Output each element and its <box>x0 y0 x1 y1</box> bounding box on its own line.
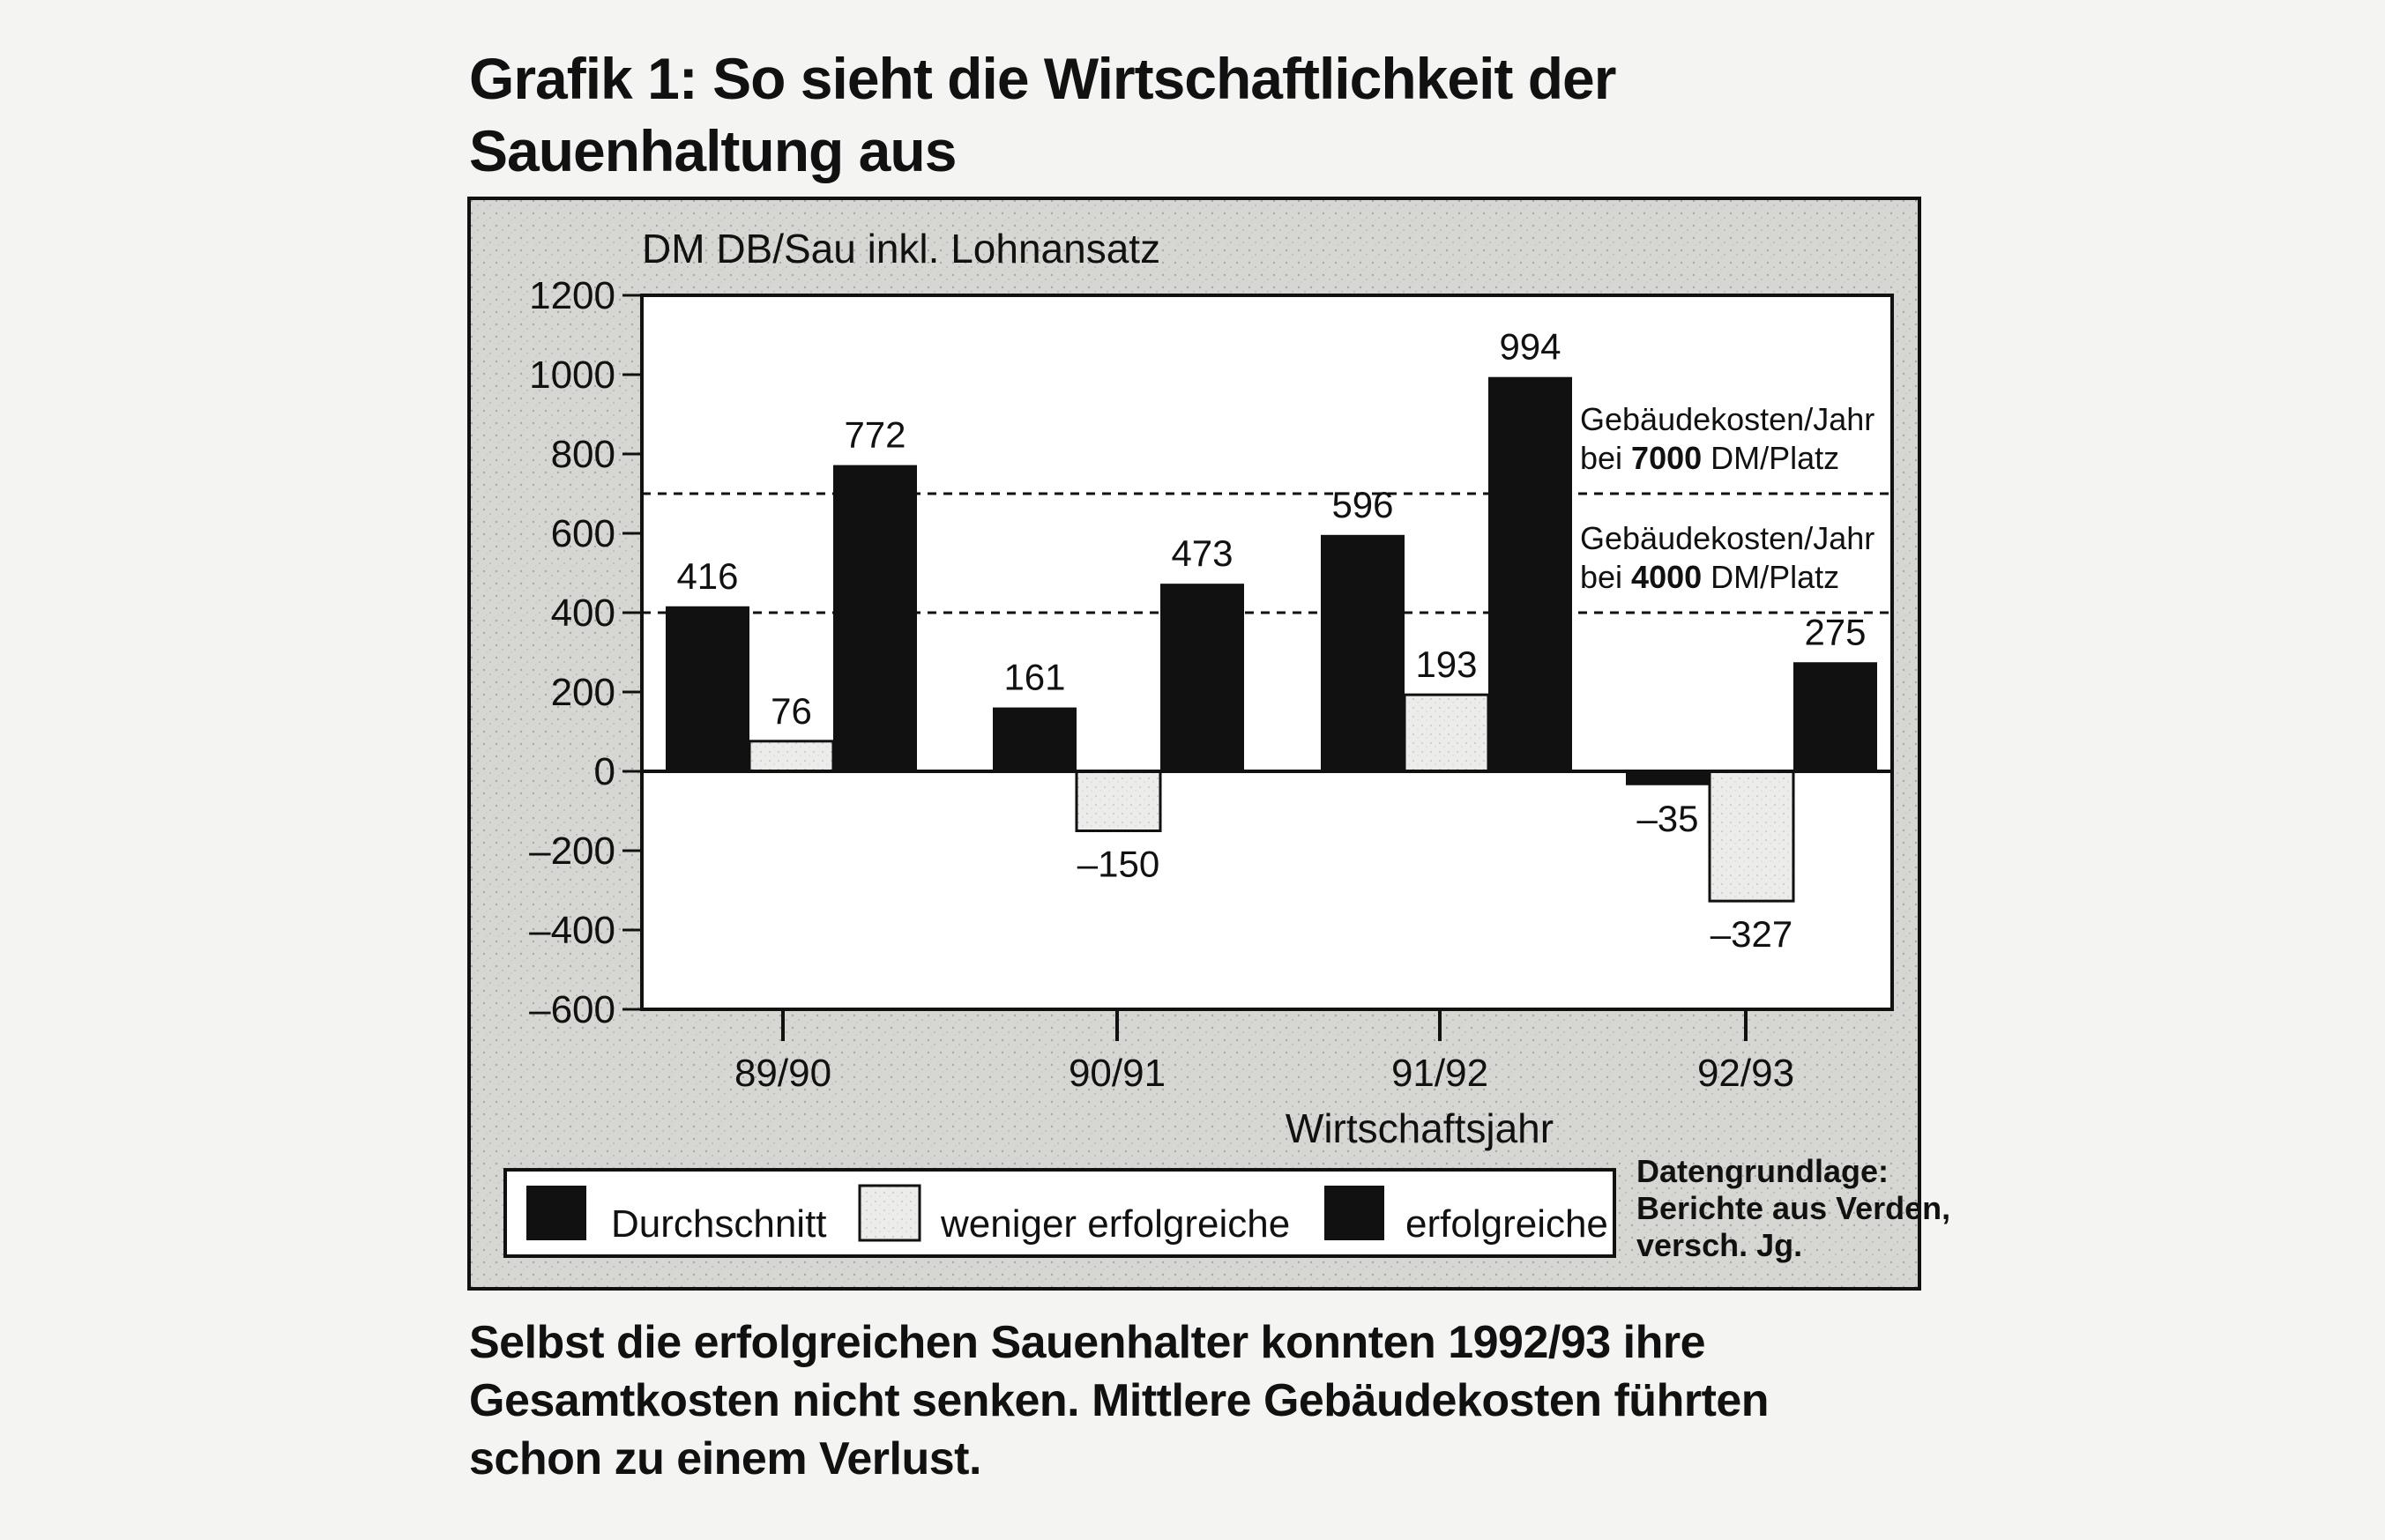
y-tick-label: –200 <box>529 830 615 873</box>
bar-weniger-erfolgreiche-90-91 <box>1075 770 1162 832</box>
bar-value-label: 416 <box>676 555 738 597</box>
bar-weniger-erfolgreiche-89-90 <box>748 740 835 773</box>
y-tick-label: 400 <box>551 591 615 635</box>
legend-swatch <box>1324 1186 1384 1240</box>
bar-durchschnitt-91-92 <box>1321 534 1405 771</box>
y-tick-label: 0 <box>594 750 615 793</box>
bar-erfolgreiche-89-90 <box>833 465 917 771</box>
y-tick-label: 200 <box>551 671 615 714</box>
bar-value-label: –327 <box>1710 913 1792 955</box>
bar-durchschnitt-89-90 <box>666 606 749 771</box>
legend-label: weniger erfolgreiche <box>940 1202 1290 1246</box>
bar-value-label: –150 <box>1077 844 1159 885</box>
y-axis: 1200 1000 800 600 400 200 0 –200 –400 –600 <box>529 274 642 1031</box>
source-line: Berichte aus Verden, <box>1636 1190 1950 1226</box>
bar-weniger-erfolgreiche-92-93 <box>1708 770 1795 903</box>
x-tick-label: 92/93 <box>1697 1052 1794 1095</box>
figure-caption: Selbst die erfolgreichen Sauenhalter kon… <box>469 1317 1770 1484</box>
y-tick-label: 600 <box>551 512 615 555</box>
x-axis: 89/90 90/91 91/92 92/93 <box>734 1009 1794 1095</box>
y-axis-title: DM DB/Sau inkl. Lohnansatz <box>642 226 1160 272</box>
chart-title: Grafik 1: So sieht die Wirtschaftlichkei… <box>469 46 1616 183</box>
bar-erfolgreiche-90-91 <box>1160 584 1244 771</box>
x-tick-label: 91/92 <box>1391 1052 1488 1095</box>
bar-value-label: 193 <box>1415 644 1477 685</box>
y-tick-label: 800 <box>551 433 615 476</box>
legend-swatch <box>858 1184 921 1242</box>
reference-label-line1: Gebäudekosten/Jahr <box>1580 520 1874 556</box>
legend-box <box>503 1168 1616 1258</box>
source-line: versch. Jg. <box>1636 1227 1802 1263</box>
x-axis-title: Wirtschaftsjahr <box>1286 1105 1554 1151</box>
bars: 416 76 772 161 –150 473 596 193 994 –35 –327 275 <box>666 326 1877 955</box>
x-tick-label: 90/91 <box>1069 1052 1166 1095</box>
bar-durchschnitt-92-93 <box>1626 771 1710 785</box>
source-line: Datengrundlage: <box>1636 1153 1889 1189</box>
bar-value-label: 161 <box>1003 657 1065 698</box>
y-tick-label: –600 <box>529 988 615 1031</box>
y-tick-label: –400 <box>529 909 615 952</box>
y-tick-label: 1200 <box>529 274 615 317</box>
legend-label: erfolgreiche <box>1405 1202 1608 1246</box>
reference-label-line1: Gebäudekosten/Jahr <box>1580 401 1874 437</box>
bar-durchschnitt-90-91 <box>993 707 1077 771</box>
source-note: Datengrundlage:Berichte aus Verden,versc… <box>1636 1153 1950 1263</box>
bar-value-label: 994 <box>1499 326 1561 368</box>
bar-erfolgreiche-91-92 <box>1488 376 1572 771</box>
reference-label-line2: bei 4000 DM/Platz <box>1580 559 1839 595</box>
x-tick-label: 89/90 <box>734 1052 831 1095</box>
bar-value-label: 275 <box>1804 611 1866 652</box>
bar-value-label: –35 <box>1636 798 1698 839</box>
legend-swatch <box>526 1186 586 1240</box>
bar-erfolgreiche-92-93 <box>1793 662 1877 771</box>
bar-weniger-erfolgreiche-91-92 <box>1403 693 1490 773</box>
bar-value-label: 596 <box>1331 484 1393 525</box>
reference-label-line2: bei 7000 DM/Platz <box>1580 440 1839 476</box>
bar-value-label: 772 <box>844 414 906 456</box>
bar-value-label: 473 <box>1171 532 1233 574</box>
bar-value-label: 76 <box>771 690 812 732</box>
legend-label: Durchschnitt <box>611 1202 827 1246</box>
legend: Durchschnitt weniger erfolgreiche erfolgre… <box>526 1184 1608 1246</box>
y-tick-label: 1000 <box>529 353 615 397</box>
